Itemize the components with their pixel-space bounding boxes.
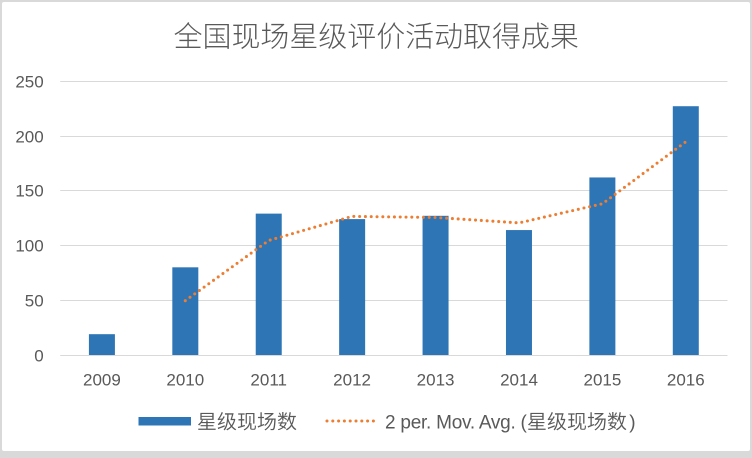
svg-text:50: 50 — [25, 291, 44, 310]
svg-text:): ) — [629, 413, 635, 434]
svg-text:200: 200 — [15, 127, 43, 146]
svg-text:2015: 2015 — [583, 371, 621, 390]
svg-text:0: 0 — [34, 346, 43, 365]
svg-text:2013: 2013 — [417, 371, 455, 390]
svg-text:2014: 2014 — [500, 371, 538, 390]
svg-text:2012: 2012 — [333, 371, 371, 390]
svg-text:2009: 2009 — [83, 371, 121, 390]
svg-text:150: 150 — [15, 181, 43, 200]
svg-text:250: 250 — [15, 72, 43, 91]
svg-text:2010: 2010 — [166, 371, 204, 390]
svg-text:2 per. Mov. Avg. (: 2 per. Mov. Avg. ( — [385, 413, 528, 434]
svg-text:2011: 2011 — [250, 371, 287, 390]
svg-text:2016: 2016 — [667, 371, 705, 390]
svg-text:100: 100 — [15, 236, 43, 255]
